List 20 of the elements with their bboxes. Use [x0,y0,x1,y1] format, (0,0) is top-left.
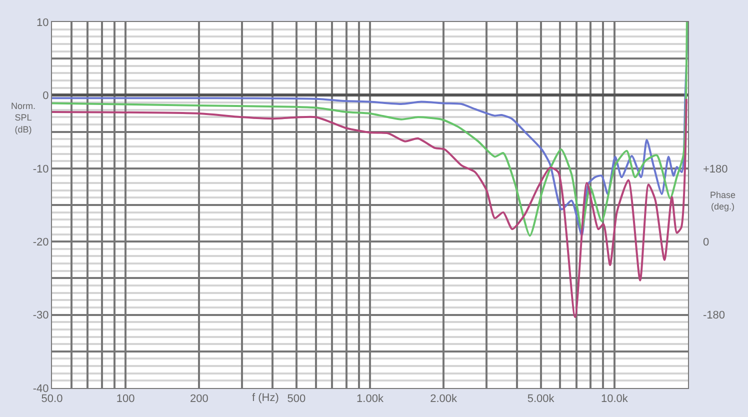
y2-axis-title: Phase (deg.) [710,190,736,212]
y2-tick-label: -180 [703,310,726,322]
x-tick-label: 500 [287,393,306,406]
y-tick-label: 10 [36,16,49,29]
x-tick-label: 2.00k [430,393,458,406]
y-tick-label: -30 [32,310,49,322]
y-tick-label: -40 [32,382,49,395]
x-tick-label: 1.00k [356,393,384,406]
x-tick-label: 100 [116,393,135,406]
x-tick-label: 200 [190,393,208,406]
y-tick-label: -20 [32,236,49,248]
y2-tick-label: +180 [703,163,728,176]
y-tick-label: 0 [42,90,49,102]
y2-tick-label: 0 [703,236,710,248]
y-axis-title: Norm. SPL (dB) [11,101,36,134]
y-tick-label: -10 [32,163,49,176]
x-tick-label: 50.0 [41,393,63,406]
x-axis-title: f (Hz) [252,392,279,404]
x-tick-label: 10.0k [600,393,628,406]
x-tick-label: 5.00k [527,393,555,406]
